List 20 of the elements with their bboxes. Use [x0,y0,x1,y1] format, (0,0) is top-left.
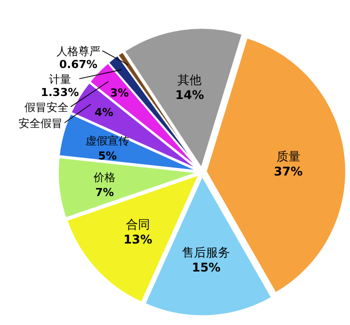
data-label: 15% [192,260,221,275]
data-label: 37% [274,164,303,178]
slice-label: 虚假宣传 [85,134,130,148]
slice-label: 假冒安全 [24,100,69,114]
slice-label: 价格 [92,170,116,184]
data-label: 0.67% [59,58,98,71]
data-label: 7% [95,186,114,199]
data-label: 14% [175,88,204,102]
slice-label: 人格尊严 [56,44,100,58]
slice-label: 其他 [178,73,202,88]
data-label: 3% [110,86,129,100]
slice-label: 质量 [276,149,300,164]
slice-label: 售后服务 [182,246,230,260]
slice-label: 合同 [126,218,150,232]
data-label: 13% [124,232,152,247]
data-label: 1.33% [40,86,79,99]
slice-label: 计量 [48,72,71,86]
slice-label: 安全假冒 [18,116,63,130]
data-label: 4% [94,106,114,120]
data-label: 5% [98,149,117,162]
